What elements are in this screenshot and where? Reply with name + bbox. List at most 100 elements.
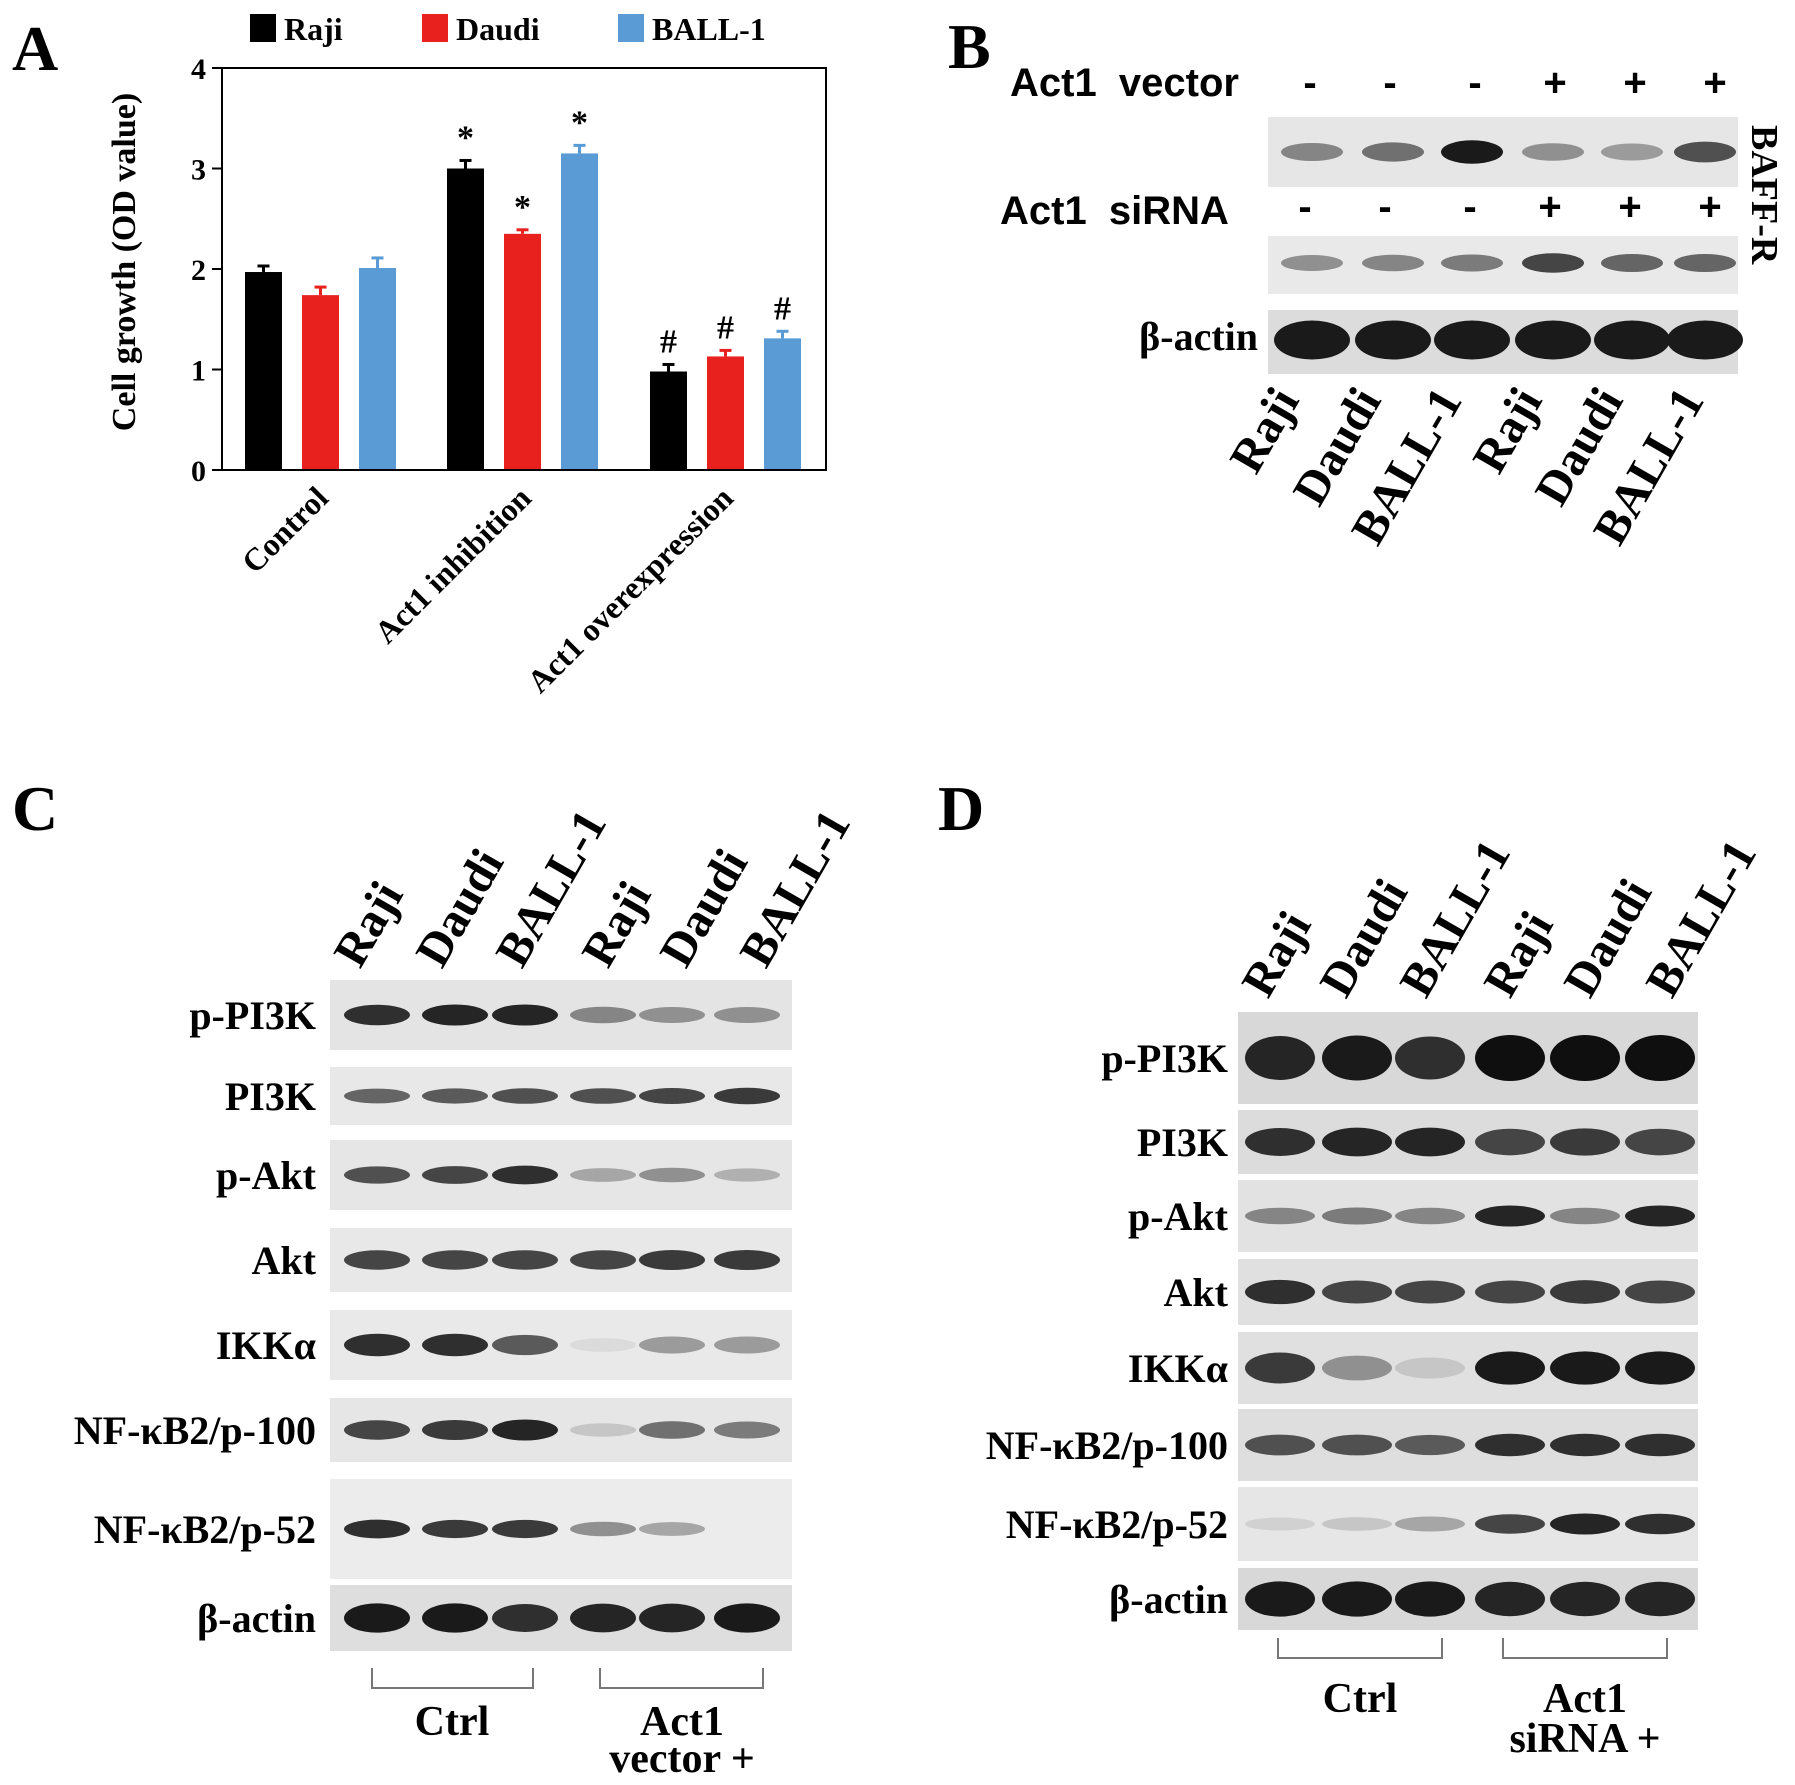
blot-band (422, 1603, 488, 1633)
y-tick-label: 4 (191, 53, 206, 86)
act1-vector-label: Act1 vector (1010, 61, 1239, 105)
blot-band (1625, 1513, 1695, 1535)
blot-band (1395, 1127, 1465, 1157)
vector-sign: - (1303, 61, 1316, 105)
chart-legend: Raji Daudi BALL-1 (250, 11, 766, 47)
significance-mark: # (774, 290, 791, 327)
d-treat-bracket (1502, 1638, 1668, 1659)
bar-daudi-control (302, 295, 339, 470)
vector-sign: + (1623, 61, 1646, 105)
y-tick-label: 3 (191, 154, 206, 187)
blot-band (714, 1603, 780, 1633)
blot-band (639, 1006, 705, 1024)
blot-b-top-bands (1281, 140, 1736, 164)
c-treat-label-line2: vector + (609, 1736, 755, 1782)
blot-band (1522, 253, 1584, 273)
blot-band (1550, 1351, 1620, 1385)
blot-band (1245, 1279, 1315, 1305)
lane-label: Raji (1474, 903, 1564, 1006)
row-label-pi3k: PI3K (225, 1074, 316, 1119)
blot-band (570, 1088, 636, 1104)
blot-band (1245, 1517, 1315, 1531)
row-label-actin: β-actin (1109, 1577, 1228, 1622)
blot-band (344, 1420, 410, 1440)
blot-band (714, 1006, 780, 1024)
blot-band (1522, 143, 1584, 161)
blot-band (1395, 1036, 1465, 1080)
sirna-sign: + (1538, 185, 1561, 229)
blot-band (1322, 1517, 1392, 1531)
blot-band (1245, 1128, 1315, 1156)
blot-band (344, 1166, 410, 1184)
significance-mark: * (571, 104, 588, 141)
c-ctrl-label: Ctrl (415, 1699, 490, 1745)
significance-mark: * (457, 119, 474, 156)
bar-raji-control (245, 272, 282, 470)
blot-band (1395, 1280, 1465, 1304)
blot-band (492, 1519, 558, 1539)
act1-vector-signs: - - - + + + (1303, 61, 1726, 105)
blot-band (1355, 320, 1431, 360)
blot-band (570, 1423, 636, 1437)
blot-band (570, 1250, 636, 1270)
blot-band (1625, 1128, 1695, 1156)
sirna-sign: + (1698, 185, 1721, 229)
b-actin-label: β-actin (1139, 314, 1258, 359)
sirna-sign: - (1298, 185, 1311, 229)
blot-band (492, 1334, 558, 1356)
blot-band (1362, 254, 1424, 272)
blot-band (1322, 1035, 1392, 1081)
c-treat-bracket (599, 1668, 764, 1689)
blot-band (1594, 320, 1670, 360)
sirna-sign: + (1618, 185, 1641, 229)
panel-b-letter: B (948, 11, 991, 82)
bar-daudi-act1-inhibition (504, 233, 541, 470)
blot-band (1322, 1127, 1392, 1157)
blot-band (639, 1088, 705, 1104)
blot-band (422, 1250, 488, 1270)
blot-band (639, 1603, 705, 1633)
y-tick-label: 1 (191, 355, 206, 388)
blot-band (1674, 141, 1736, 163)
blot-band (1601, 253, 1663, 273)
blot-band (1395, 1581, 1465, 1617)
significance-mark: * (514, 189, 531, 226)
legend-label-ball-1: BALL-1 (652, 11, 766, 47)
blot-band (1245, 1434, 1315, 1456)
blot-band (492, 1250, 558, 1270)
blot-band (570, 1603, 636, 1633)
blot-band (1674, 253, 1736, 273)
blot-band (492, 1004, 558, 1026)
blot-band (1550, 1035, 1620, 1081)
blot-band (1322, 1434, 1392, 1456)
blot-band (1550, 1433, 1620, 1457)
blot-c: p-PI3K PI3K p-Akt Akt IKKα NF-κB2/p-100 NF-κB2… (74, 980, 792, 1651)
x-category-label: Act1 overexpression (520, 479, 740, 699)
blot-d: p-PI3K PI3K p-Akt Akt IKKα NF-κB2/p-100 NF-κB2… (986, 1012, 1698, 1630)
blot-b-actin-bands (1274, 320, 1743, 360)
blot-band (422, 1088, 488, 1104)
blot-band (344, 1603, 410, 1633)
blot-band (1322, 1581, 1392, 1617)
row-label-nf-b2-p-100: NF-κB2/p-100 (986, 1423, 1228, 1468)
blot-band (1625, 1035, 1695, 1081)
blot-band (639, 1167, 705, 1183)
row-label-nf-b2-p-52: NF-κB2/p-52 (1006, 1502, 1228, 1547)
d-treat-label-line1: Act1 (1543, 1676, 1627, 1722)
blot-band (1475, 1581, 1545, 1617)
y-tick-label: 0 (191, 455, 206, 488)
blot-band (714, 1087, 780, 1105)
sirna-sign: - (1378, 185, 1391, 229)
vector-sign: + (1703, 61, 1726, 105)
row-label-akt: Akt (1164, 1270, 1229, 1315)
legend-swatch-ball-1 (618, 14, 644, 42)
blot-band (714, 1249, 780, 1271)
blot-band (492, 1419, 558, 1441)
blot-band (1395, 1207, 1465, 1225)
blot-band (1434, 320, 1510, 360)
sirna-sign: - (1463, 185, 1476, 229)
blot-band (1550, 1513, 1620, 1535)
